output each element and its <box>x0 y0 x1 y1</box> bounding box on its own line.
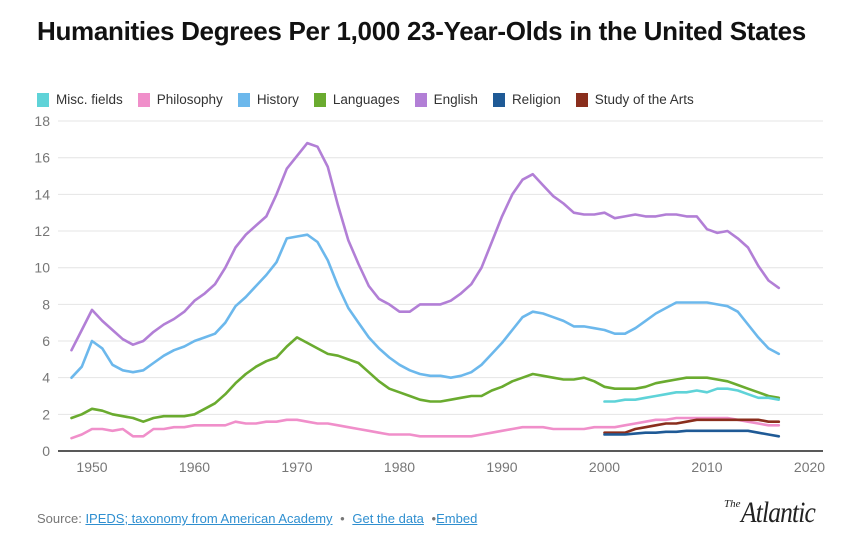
series-line-philosophy[interactable] <box>70 416 781 440</box>
y-tick-label: 10 <box>34 260 50 276</box>
legend-swatch <box>575 92 588 107</box>
series-line-misc-fields[interactable] <box>603 387 781 403</box>
y-tick-label: 18 <box>34 113 50 129</box>
y-tick-label: 6 <box>42 333 50 349</box>
x-tick-label: 2020 <box>794 459 825 475</box>
legend-swatch <box>37 92 49 107</box>
legend-label: History <box>256 92 299 107</box>
legend-swatch <box>137 92 150 107</box>
logo-the: The <box>724 498 741 510</box>
legend-item[interactable]: History <box>237 92 299 107</box>
series-line-study-of-the-arts[interactable] <box>603 418 781 435</box>
x-tick-label: 2010 <box>691 459 722 475</box>
y-tick-label: 8 <box>42 296 50 312</box>
line-chart: 0 2 4 6 8 10 12 14 16 18 1950 1960 1970 1980 1990 2000 2… <box>34 113 825 475</box>
separator: • <box>431 511 437 526</box>
the-atlantic-logo: TheAtlantic <box>724 496 827 530</box>
legend-label: Study of the Arts <box>594 92 694 107</box>
get-data-link[interactable]: Get the data <box>352 511 424 526</box>
legend-item[interactable]: English <box>414 92 478 107</box>
x-tick-label: 1980 <box>384 459 415 475</box>
legend-item[interactable]: Misc. fields <box>37 92 123 107</box>
series-line-religion[interactable] <box>603 429 781 438</box>
series-line-history[interactable] <box>70 233 781 380</box>
x-tick-label: 2000 <box>589 459 620 475</box>
legend-item[interactable]: Study of the Arts <box>575 92 694 107</box>
separator: • <box>340 511 345 526</box>
series-line-languages[interactable] <box>70 336 781 424</box>
legend-swatch <box>237 92 250 107</box>
y-tick-label: 14 <box>34 186 50 202</box>
series-line-english[interactable] <box>70 141 781 352</box>
x-tick-label: 1990 <box>486 459 517 475</box>
x-tick-label: 1970 <box>281 459 312 475</box>
logo-atlantic: Atlantic <box>740 496 816 529</box>
legend-label: Religion <box>511 92 561 107</box>
legend-swatch <box>414 92 427 107</box>
legend-item[interactable]: Languages <box>313 92 400 107</box>
y-tick-label: 4 <box>42 370 50 386</box>
embed-link[interactable]: Embed <box>436 511 478 526</box>
chart-title: Humanities Degrees Per 1,000 23-Year-Old… <box>37 16 806 46</box>
legend-label: English <box>433 92 478 107</box>
source-link[interactable]: IPEDS; taxonomy from American Academy <box>85 511 333 526</box>
legend-label: Misc. fields <box>56 92 123 107</box>
legend-item[interactable]: Philosophy <box>137 92 223 107</box>
x-tick-label: 1950 <box>76 459 107 475</box>
legend: Misc. fields Philosophy History Languages En… <box>37 92 709 107</box>
y-tick-label: 0 <box>42 443 50 459</box>
legend-swatch <box>492 92 505 107</box>
legend-item[interactable]: Religion <box>492 92 561 107</box>
y-tick-label: 12 <box>34 223 50 239</box>
y-tick-label: 16 <box>34 150 50 166</box>
x-tick-label: 1960 <box>179 459 210 475</box>
legend-label: Philosophy <box>156 92 223 107</box>
legend-label: Languages <box>332 92 400 107</box>
y-tick-label: 2 <box>42 406 50 422</box>
source-footer: Source: IPEDS; taxonomy from American Ac… <box>37 511 477 526</box>
legend-swatch <box>313 92 326 107</box>
source-label: Source: <box>37 511 82 526</box>
